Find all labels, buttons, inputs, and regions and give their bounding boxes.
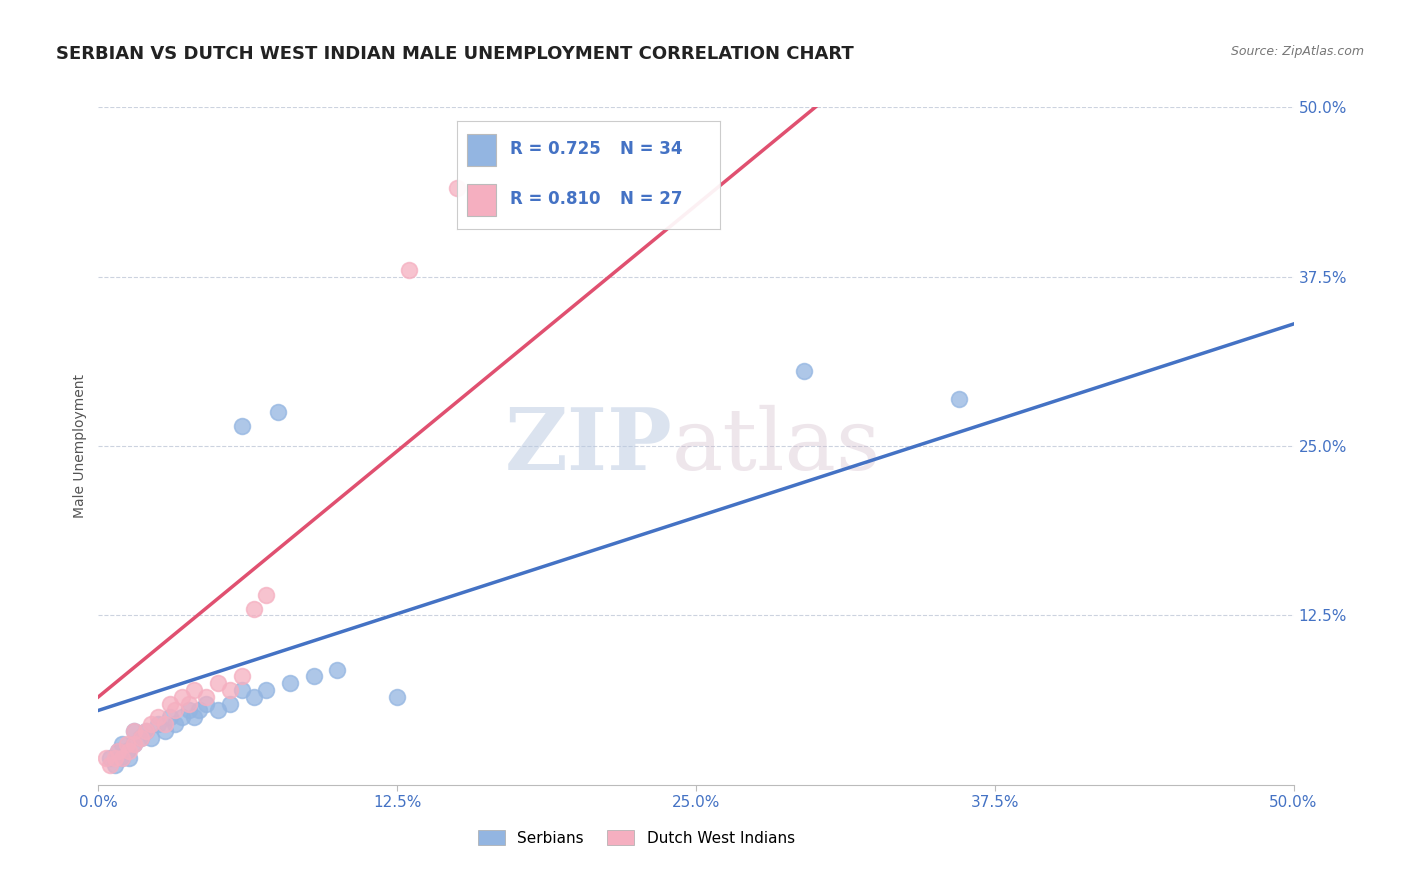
Point — [793, 364, 815, 378]
Point — [385, 690, 409, 704]
Point — [111, 751, 134, 765]
Point — [104, 757, 127, 772]
Point — [183, 710, 205, 724]
Point — [398, 262, 420, 277]
Point — [267, 405, 290, 419]
Point — [135, 723, 157, 738]
Point — [159, 697, 181, 711]
Point — [107, 744, 129, 758]
Point — [135, 723, 157, 738]
Text: SERBIAN VS DUTCH WEST INDIAN MALE UNEMPLOYMENT CORRELATION CHART: SERBIAN VS DUTCH WEST INDIAN MALE UNEMPL… — [56, 45, 853, 62]
Point — [163, 717, 186, 731]
Point — [207, 676, 229, 690]
Point — [326, 663, 349, 677]
Point — [98, 757, 122, 772]
Point — [243, 690, 266, 704]
Point — [155, 723, 177, 738]
Text: ZIP: ZIP — [505, 404, 672, 488]
Text: atlas: atlas — [672, 404, 882, 488]
Point — [254, 683, 277, 698]
Point — [104, 751, 127, 765]
Text: Source: ZipAtlas.com: Source: ZipAtlas.com — [1230, 45, 1364, 58]
Point — [302, 669, 325, 683]
Point — [254, 588, 277, 602]
Point — [446, 181, 468, 195]
Point — [124, 723, 146, 738]
Point — [231, 683, 253, 698]
Point — [278, 676, 301, 690]
Point — [111, 737, 134, 751]
Legend: Serbians, Dutch West Indians: Serbians, Dutch West Indians — [471, 823, 801, 852]
Point — [118, 744, 141, 758]
Point — [155, 717, 177, 731]
Point — [231, 669, 253, 683]
Point — [124, 737, 146, 751]
Point — [243, 601, 266, 615]
Point — [219, 683, 242, 698]
Y-axis label: Male Unemployment: Male Unemployment — [73, 374, 87, 518]
Point — [118, 751, 141, 765]
Point — [195, 697, 218, 711]
Point — [195, 690, 218, 704]
Point — [159, 710, 181, 724]
Point — [179, 703, 201, 717]
Point — [172, 690, 194, 704]
Point — [139, 717, 162, 731]
Point — [124, 737, 146, 751]
Point — [187, 703, 209, 717]
Point — [131, 731, 153, 745]
Point — [148, 710, 170, 724]
Point — [115, 737, 138, 751]
Point — [183, 683, 205, 698]
Point — [124, 723, 146, 738]
Point — [179, 697, 201, 711]
Point — [948, 392, 970, 406]
Point — [148, 717, 170, 731]
Point — [94, 751, 117, 765]
Point — [219, 697, 242, 711]
Point — [131, 731, 153, 745]
Point — [231, 418, 253, 433]
Point — [98, 751, 122, 765]
Point — [207, 703, 229, 717]
Point — [111, 751, 134, 765]
Point — [163, 703, 186, 717]
Point — [107, 744, 129, 758]
Point — [115, 744, 138, 758]
Point — [172, 710, 194, 724]
Point — [139, 731, 162, 745]
